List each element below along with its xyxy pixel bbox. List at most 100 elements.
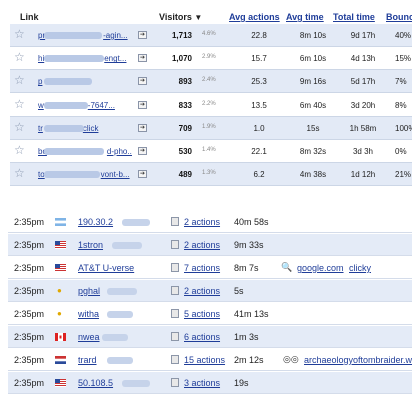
- page-icon: [171, 332, 179, 341]
- redacted-blur: [107, 311, 133, 318]
- visit-duration: 9m 33s: [234, 240, 264, 250]
- visitors-value: 1,070: [171, 54, 192, 64]
- avg-actions-value: 1.0: [253, 123, 265, 133]
- star-icon[interactable]: ☆: [14, 166, 25, 181]
- avg-time-value: 8m 10s: [299, 31, 327, 40]
- total-time-value: 4d 13h: [350, 54, 376, 64]
- header-avg-time[interactable]: Avg time: [286, 12, 324, 22]
- page-link[interactable]: tr click: [38, 123, 99, 133]
- flag-nl-icon: [55, 356, 66, 364]
- star-icon[interactable]: ☆: [14, 27, 25, 41]
- visit-time: 2:35pm: [14, 217, 45, 227]
- header-avg-actions[interactable]: Avg actions: [229, 12, 280, 22]
- external-link-icon[interactable]: ➔: [138, 123, 147, 132]
- actions-link[interactable]: 2 actions: [184, 286, 221, 296]
- avg-actions-value: 22.8: [251, 31, 267, 40]
- header-total-time[interactable]: Total time: [333, 12, 375, 22]
- flag-us-icon: [55, 241, 66, 249]
- external-link-icon[interactable]: ➔: [138, 100, 147, 109]
- star-icon[interactable]: ☆: [14, 143, 25, 157]
- page-link[interactable]: hi engt...: [38, 54, 127, 64]
- avg-time-value: 8m 32s: [299, 147, 327, 156]
- flag-ar-icon: [55, 218, 66, 226]
- flag-ca-icon: [55, 333, 66, 341]
- star-icon[interactable]: ☆: [14, 96, 25, 111]
- page-link[interactable]: to vont-b...: [38, 170, 130, 180]
- bounce-value: 21%: [395, 170, 412, 180]
- redacted-blur: [44, 32, 102, 39]
- redacted-blur: [122, 380, 150, 387]
- visit-duration: 1m 3s: [234, 332, 259, 342]
- redacted-blur: [107, 357, 133, 364]
- redacted-blur: [44, 124, 84, 132]
- external-link-icon[interactable]: ➔: [138, 54, 147, 63]
- bounce-value: 15%: [395, 54, 412, 64]
- visit-duration: 19s: [234, 378, 249, 388]
- actions-link[interactable]: 2 actions: [184, 217, 221, 227]
- page-link[interactable]: p: [38, 77, 43, 87]
- page-link[interactable]: w -7647...: [38, 100, 115, 110]
- visitors-percent: 2.9%: [202, 54, 216, 61]
- list-item: 2:35pm 50.108.5 3 actions 19s: [8, 372, 412, 394]
- sort-desc-icon: ▼: [194, 13, 203, 22]
- table-row: ☆ p ➔ 893 2.4% 25.3 9m 16s 5d 17h 7%: [10, 70, 412, 94]
- table-row: ☆ to vont-b... ➔ 489 1.3% 6.2 4m 38s 1d 12h 21%: [10, 163, 412, 187]
- visitors-percent: 4.6%: [202, 31, 216, 37]
- actions-link[interactable]: 3 actions: [184, 378, 221, 388]
- total-time-value: 9d 17h: [350, 31, 376, 40]
- search-icon: 🔍: [281, 262, 293, 272]
- external-link-icon[interactable]: ➔: [138, 147, 147, 155]
- referrer-link[interactable]: google.com: [297, 263, 344, 273]
- header-visitors[interactable]: Visitors ▼: [159, 12, 203, 22]
- page-link[interactable]: pr -agin...: [38, 31, 128, 40]
- flag-us-icon: [55, 264, 66, 272]
- visitors-percent: 1.3%: [202, 170, 216, 177]
- star-icon[interactable]: ☆: [14, 73, 25, 88]
- status-dot-icon: ●: [57, 286, 62, 295]
- table-row: ☆ pr -agin... ➔ 1,713 4.6% 22.8 8m 10s 9d 17h 40%: [10, 24, 412, 47]
- redacted-blur: [44, 171, 100, 179]
- redacted-blur: [122, 219, 150, 226]
- bounce-value: 8%: [395, 100, 407, 110]
- visitor-link[interactable]: AT&T U-verse: [78, 263, 135, 273]
- bounce-value: 0%: [395, 147, 407, 156]
- total-time-value: 1h 58m: [349, 123, 377, 133]
- total-time-value: 1d 12h: [350, 170, 376, 180]
- star-icon[interactable]: ☆: [14, 119, 25, 134]
- external-link-icon[interactable]: ➔: [138, 77, 147, 86]
- binoculars-icon: ◎◎: [283, 354, 299, 364]
- star-icon[interactable]: ☆: [14, 50, 25, 65]
- actions-link[interactable]: 2 actions: [184, 240, 221, 250]
- visitors-value: 530: [178, 147, 192, 156]
- visitor-link[interactable]: trard: [78, 355, 97, 365]
- list-item: 2:35pm ● witha 5 actions 41m 13s: [8, 303, 412, 325]
- actions-link[interactable]: 15 actions: [184, 355, 226, 365]
- visitor-link[interactable]: nwea: [78, 332, 100, 342]
- header-bounce[interactable]: Bounc: [386, 12, 412, 22]
- list-item: 2:35pm 1stron 2 actions 9m 33s: [8, 234, 412, 256]
- external-link-icon[interactable]: ➔: [138, 31, 147, 39]
- visitor-link[interactable]: 1stron: [78, 240, 104, 250]
- external-link-icon[interactable]: ➔: [138, 170, 147, 179]
- visit-time: 2:35pm: [14, 355, 45, 365]
- visit-time: 2:35pm: [14, 309, 45, 319]
- page-link[interactable]: bo d-pho...: [38, 147, 132, 156]
- actions-link[interactable]: 7 actions: [184, 263, 221, 273]
- visit-duration: 40m 58s: [234, 217, 269, 227]
- referrer-link[interactable]: archaeologyoftombraider.w: [304, 355, 412, 365]
- search-term-link[interactable]: clicky: [349, 263, 371, 273]
- visit-duration: 41m 13s: [234, 309, 269, 319]
- bounce-value: 7%: [395, 77, 407, 87]
- bounce-value: 40%: [395, 31, 412, 40]
- total-time-value: 3d 3h: [352, 147, 374, 156]
- visit-time: 2:35pm: [14, 286, 45, 296]
- page-icon: [171, 378, 179, 387]
- actions-link[interactable]: 5 actions: [184, 309, 221, 319]
- visitor-link[interactable]: witha: [78, 309, 100, 319]
- avg-actions-value: 22.1: [251, 147, 267, 156]
- visitor-link[interactable]: 50.108.5: [78, 378, 114, 388]
- actions-link[interactable]: 6 actions: [184, 332, 221, 342]
- visitor-link[interactable]: pghal: [78, 286, 101, 296]
- visitor-link[interactable]: 190.30.2: [78, 217, 114, 227]
- redacted-blur: [102, 334, 128, 341]
